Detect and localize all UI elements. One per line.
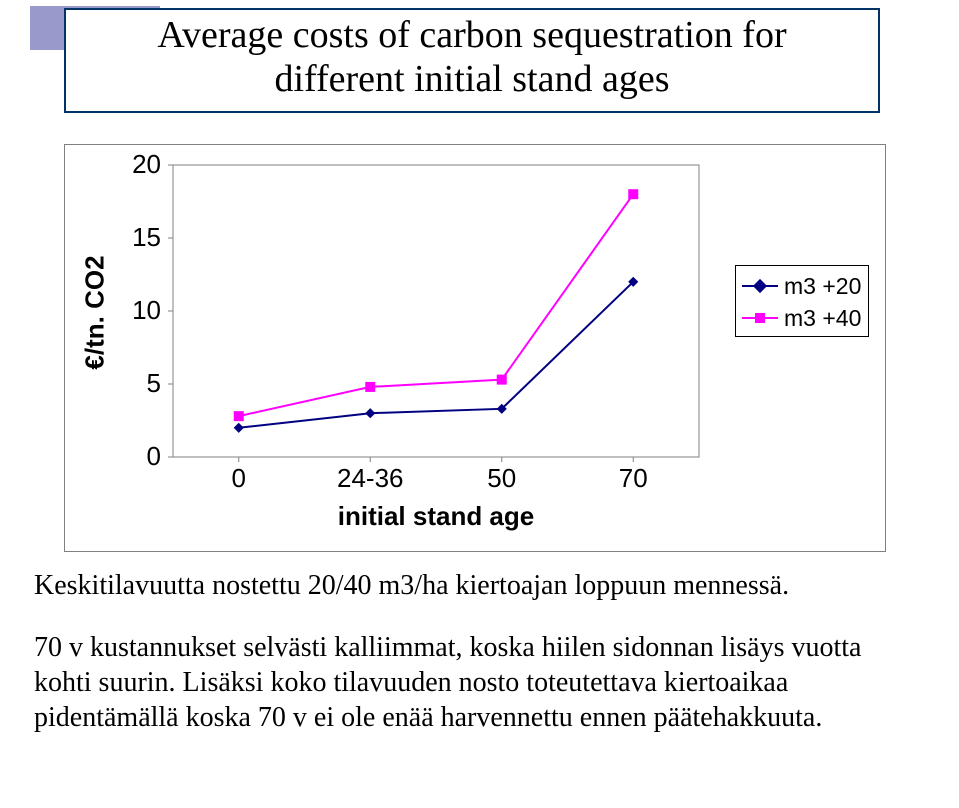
slide: Average costs of carbon sequestration fo… <box>0 0 959 808</box>
x-axis-title: initial stand age <box>173 501 699 532</box>
x-tick-label: 0 <box>232 463 246 493</box>
x-tick-label: 70 <box>619 463 648 493</box>
y-tick-label: 20 <box>132 149 161 179</box>
legend-marker-0 <box>742 276 778 296</box>
chart-svg: 0 5 10 15 20 0 24-36 50 70 <box>65 145 885 551</box>
y-axis-title: €/tn. CO2 <box>80 253 111 373</box>
body-p2: 70 v kustannukset selvästi kalliimmat, k… <box>34 630 924 735</box>
legend-item-1: m3 +40 <box>742 302 862 334</box>
title-line-1: Average costs of carbon sequestration fo… <box>157 14 786 56</box>
legend-marker-1 <box>742 308 778 328</box>
legend: m3 +20 m3 +40 <box>735 265 869 337</box>
y-tick-label: 5 <box>147 368 161 398</box>
body-p1: Keskitilavuutta nostettu 20/40 m3/ha kie… <box>34 570 924 602</box>
chart: 0 5 10 15 20 0 24-36 50 70 €/tn. CO2 initial sta… <box>64 144 886 552</box>
x-tick-label: 24-36 <box>337 463 404 493</box>
legend-label-1: m3 +40 <box>784 305 861 332</box>
legend-item-0: m3 +20 <box>742 270 862 302</box>
x-tick-label: 50 <box>487 463 516 493</box>
y-tick-label: 10 <box>132 295 161 325</box>
y-tick-label: 15 <box>132 222 161 252</box>
title-box: Average costs of carbon sequestration fo… <box>64 8 880 113</box>
title-line-2: different initial stand ages <box>274 58 669 100</box>
y-tick-label: 0 <box>147 441 161 471</box>
legend-label-0: m3 +20 <box>784 273 861 300</box>
